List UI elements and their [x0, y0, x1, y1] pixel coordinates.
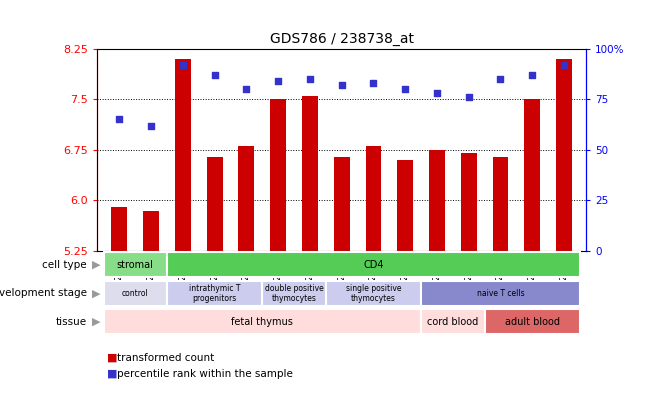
Point [336, 82, 347, 88]
Bar [326, 281, 421, 306]
Text: CD4: CD4 [363, 260, 384, 270]
Text: control: control [122, 289, 149, 298]
Text: adult blood: adult blood [505, 317, 559, 326]
Point [495, 76, 506, 82]
Bar [103, 252, 167, 277]
Bar [556, 59, 572, 251]
Point [209, 72, 220, 78]
Bar [167, 252, 580, 277]
Point [400, 86, 411, 92]
Point [114, 116, 125, 123]
Text: percentile rank within the sample: percentile rank within the sample [117, 369, 293, 379]
Bar [103, 281, 167, 306]
Bar [492, 157, 509, 251]
Text: double positive
thymocytes: double positive thymocytes [265, 284, 324, 303]
Point [559, 62, 570, 68]
Bar [334, 157, 350, 251]
Bar [175, 59, 191, 251]
Text: ▶: ▶ [92, 288, 100, 298]
Bar [429, 150, 445, 251]
Bar [207, 157, 222, 251]
Bar [525, 99, 540, 251]
Bar [366, 147, 381, 251]
Bar [461, 153, 476, 251]
Text: ■: ■ [107, 353, 118, 362]
Point [241, 86, 252, 92]
Bar [270, 99, 286, 251]
Text: ■: ■ [107, 369, 118, 379]
Point [273, 78, 283, 84]
Point [431, 90, 442, 96]
Text: cell type: cell type [42, 260, 87, 270]
Bar [421, 309, 484, 334]
Text: ▶: ▶ [92, 260, 100, 270]
Bar [143, 211, 159, 251]
Bar [484, 309, 580, 334]
Text: tissue: tissue [56, 317, 87, 326]
Point [464, 94, 474, 100]
Bar [397, 160, 413, 251]
Text: naive T cells: naive T cells [476, 289, 525, 298]
Bar [302, 96, 318, 251]
Text: ▶: ▶ [92, 317, 100, 326]
Point [146, 122, 157, 129]
Text: cord blood: cord blood [427, 317, 478, 326]
Text: fetal thymus: fetal thymus [231, 317, 293, 326]
Text: stromal: stromal [117, 260, 153, 270]
Text: intrathymic T
progenitors: intrathymic T progenitors [189, 284, 241, 303]
Bar [421, 281, 580, 306]
Text: transformed count: transformed count [117, 353, 214, 362]
Point [368, 80, 379, 86]
Bar [111, 207, 127, 251]
Point [178, 62, 188, 68]
Point [305, 76, 316, 82]
Point [527, 72, 537, 78]
Text: single positive
thymocytes: single positive thymocytes [346, 284, 401, 303]
Text: development stage: development stage [0, 288, 87, 298]
Bar [103, 309, 421, 334]
Bar [239, 147, 255, 251]
Bar [167, 281, 262, 306]
Title: GDS786 / 238738_at: GDS786 / 238738_at [270, 32, 413, 46]
Bar [262, 281, 326, 306]
